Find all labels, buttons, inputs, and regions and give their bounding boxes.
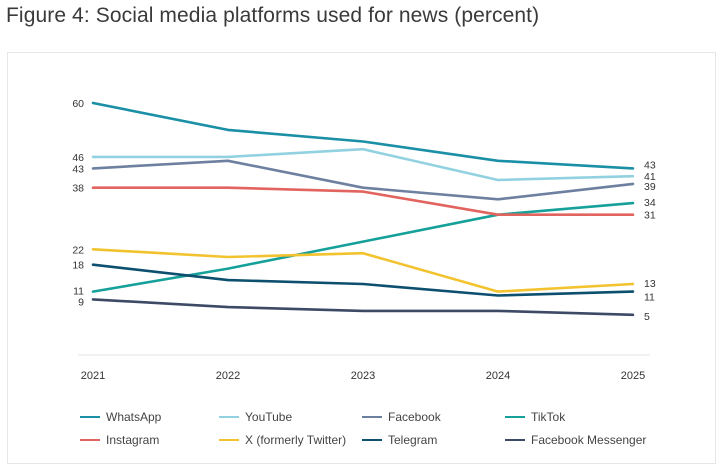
legend-swatch: [505, 438, 525, 442]
end-value-label: 13: [644, 278, 656, 290]
legend-swatch: [219, 415, 239, 419]
start-value-label: 11: [73, 286, 84, 298]
end-value-label: 41: [644, 171, 656, 183]
start-value-label: 22: [72, 244, 84, 256]
start-value-label: 60: [72, 98, 84, 110]
legend-item: Facebook Messenger: [505, 432, 646, 448]
legend-item: TikTok: [505, 409, 565, 425]
chart-title: Figure 4: Social media platforms used fo…: [6, 4, 540, 27]
start-value-label: 9: [78, 296, 84, 308]
end-value-label: 39: [644, 181, 656, 193]
start-value-label: 18: [72, 260, 84, 272]
legend-item: Facebook: [362, 409, 441, 425]
end-value-label: 43: [644, 159, 656, 171]
legend-label: X (formerly Twitter): [245, 433, 347, 447]
series-line-facebook-messenger: [91, 298, 635, 317]
legend-swatch: [362, 415, 382, 419]
legend-item: Telegram: [362, 432, 437, 448]
series-line-telegram: [91, 263, 635, 297]
legend-label: WhatsApp: [106, 410, 162, 424]
series-line-facebook: [91, 159, 635, 201]
legend-item: Instagram: [80, 432, 159, 448]
chart-panel: [7, 52, 716, 464]
end-value-label: 5: [644, 311, 650, 323]
legend-label: Facebook: [388, 410, 441, 424]
x-tick-label: 2023: [351, 370, 375, 382]
x-tick-label: 2022: [216, 370, 240, 382]
series-line-x-formerly-twitter-: [91, 248, 635, 293]
legend-swatch: [362, 438, 382, 442]
x-tick-label: 2021: [81, 370, 105, 382]
end-value-label: 34: [644, 197, 656, 209]
series-line-whatsapp: [91, 101, 635, 170]
legend-item: YouTube: [219, 409, 292, 425]
legend-item: X (formerly Twitter): [219, 432, 346, 448]
legend-label: TikTok: [531, 410, 566, 424]
start-value-label: 46: [72, 152, 84, 164]
legend-label: YouTube: [245, 410, 293, 424]
series-line-tiktok: [91, 201, 635, 293]
legend-swatch: [505, 415, 525, 419]
legend-swatch: [80, 438, 100, 442]
legend-label: Facebook Messenger: [531, 433, 647, 447]
legend-swatch: [80, 415, 100, 419]
series-line-youtube: [91, 147, 635, 182]
start-value-label: 38: [72, 183, 84, 195]
end-value-label: 11: [644, 292, 655, 304]
series-line-instagram: [91, 186, 635, 216]
x-tick-label: 2025: [621, 370, 645, 382]
end-value-label: 31: [644, 210, 656, 222]
legend-label: Telegram: [388, 433, 438, 447]
legend-swatch: [219, 438, 239, 442]
x-tick-label: 2024: [486, 370, 510, 382]
legend-item: WhatsApp: [80, 409, 161, 425]
start-value-label: 43: [72, 163, 84, 175]
legend-label: Instagram: [106, 433, 160, 447]
